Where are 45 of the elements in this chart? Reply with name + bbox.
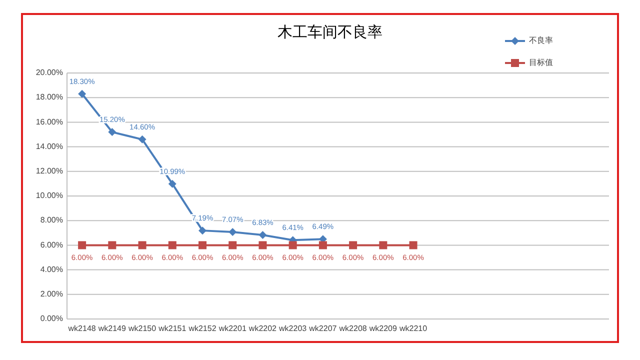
y-tick-label: 12.00% xyxy=(36,166,63,176)
y-tick-label: 2.00% xyxy=(40,290,63,299)
y-tick-label: 18.00% xyxy=(36,92,63,102)
x-tick-label: wk2208 xyxy=(338,324,368,333)
chart-title: 木工车间不良率 xyxy=(278,24,382,41)
legend-label: 目标值 xyxy=(529,58,553,68)
point xyxy=(198,241,206,250)
y-tick-label: 4.00% xyxy=(40,264,63,274)
point xyxy=(409,241,418,250)
point xyxy=(318,241,327,250)
x-tick-label: wk2210 xyxy=(398,324,428,333)
y-tick-label: 16.00% xyxy=(36,117,63,126)
point xyxy=(108,241,116,250)
x-tick-label: wk2150 xyxy=(127,324,157,333)
point xyxy=(258,241,267,250)
y-tick-label: 6.00% xyxy=(40,240,63,250)
x-tick-label: wk2201 xyxy=(218,324,247,333)
legend-label: 不良率 xyxy=(529,36,553,46)
x-tick-label: wk2207 xyxy=(308,324,338,333)
point xyxy=(198,226,206,235)
x-tick-label: wk2209 xyxy=(368,324,398,333)
point xyxy=(349,241,358,250)
x-tick-label: wk2152 xyxy=(188,324,217,333)
point xyxy=(78,90,86,98)
x-tick-label: wk2149 xyxy=(97,324,127,333)
x-tick-label: wk2151 xyxy=(158,324,187,333)
x-tick-label: wk2148 xyxy=(67,324,96,333)
y-tick-label: 0.00% xyxy=(40,314,63,324)
point xyxy=(228,241,237,250)
point xyxy=(78,241,86,250)
x-tick-label: wk2203 xyxy=(278,324,308,333)
y-tick-label: 20.00% xyxy=(36,68,63,78)
point xyxy=(288,241,297,250)
point xyxy=(168,180,176,188)
point xyxy=(108,128,116,136)
point xyxy=(168,241,176,250)
y-tick-label: 8.00% xyxy=(40,216,63,225)
y-tick-label: 10.00% xyxy=(36,191,63,200)
y-tick-label: 14.00% xyxy=(36,142,63,151)
x-tick-label: wk2202 xyxy=(248,324,278,333)
point xyxy=(228,228,237,236)
point xyxy=(258,230,267,239)
point xyxy=(379,241,388,250)
point xyxy=(138,135,146,144)
point xyxy=(138,241,146,250)
